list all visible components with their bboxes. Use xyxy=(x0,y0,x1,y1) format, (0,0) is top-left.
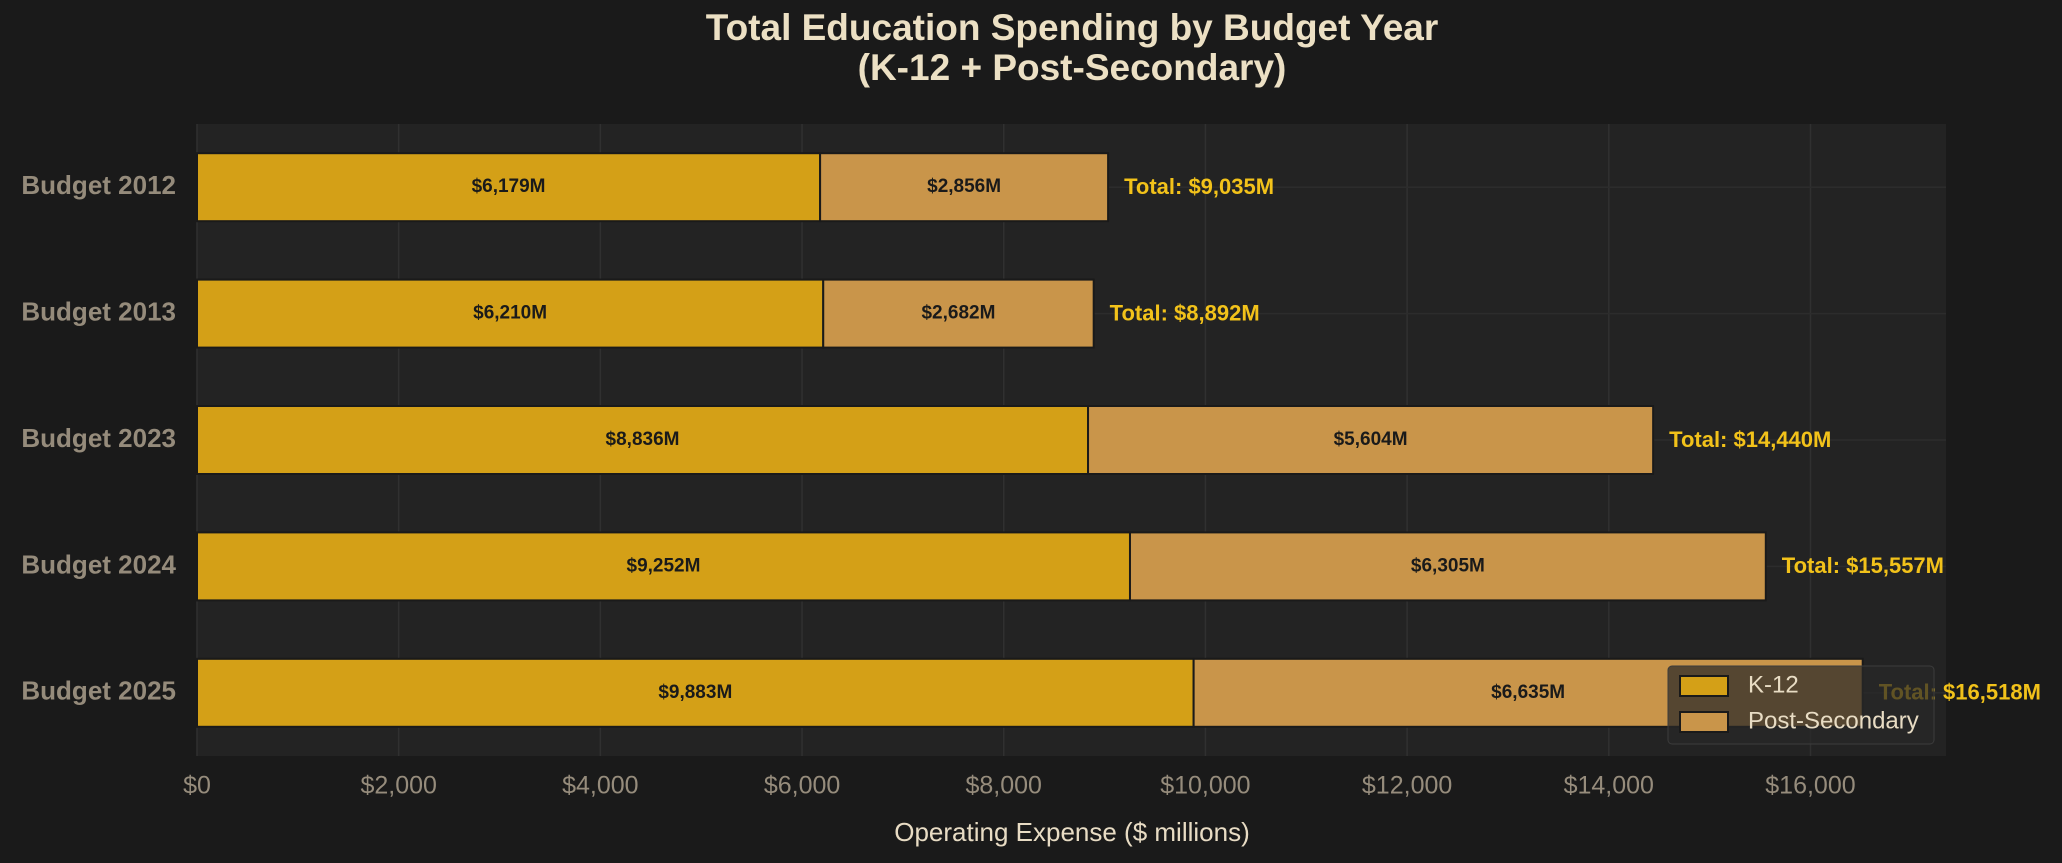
bar-segment xyxy=(1128,531,1767,602)
value-label: $6,635M xyxy=(1491,682,1565,703)
legend-label: Post-Secondary xyxy=(1748,707,1919,734)
y-tick-label: Budget 2024 xyxy=(21,549,176,579)
bar-segment xyxy=(1087,405,1655,475)
bar-segment xyxy=(196,278,825,349)
chart-title: Total Education Spending by Budget Year xyxy=(706,7,1439,48)
value-label: $6,210M xyxy=(473,303,547,324)
value-label: $6,305M xyxy=(1411,555,1485,576)
bar-segment xyxy=(196,531,1131,602)
x-tick-label: $0 xyxy=(183,772,211,800)
total-label: Total: $14,440M xyxy=(1669,427,1831,452)
total-label: Total: $9,035M xyxy=(1124,174,1274,199)
value-label: $9,252M xyxy=(627,555,701,576)
x-tick-label: $8,000 xyxy=(965,772,1041,800)
x-tick-label: $10,000 xyxy=(1160,772,1250,800)
x-tick-label: $6,000 xyxy=(764,772,840,800)
legend: K-12 Post-Secondary xyxy=(1667,665,1935,745)
value-label: $8,836M xyxy=(606,429,680,450)
x-axis-label: Operating Expense ($ millions) xyxy=(894,817,1250,847)
y-tick-label: Budget 2012 xyxy=(21,170,176,200)
x-tick-label: $16,000 xyxy=(1765,772,1855,800)
bar-segment xyxy=(196,152,822,223)
y-tick-label: Budget 2013 xyxy=(21,296,176,326)
bar-segment xyxy=(819,152,1110,223)
x-tick-label: $12,000 xyxy=(1362,772,1452,800)
value-label: $9,883M xyxy=(658,682,732,703)
x-tick-label: $2,000 xyxy=(360,772,436,800)
x-tick-label: $14,000 xyxy=(1564,772,1654,800)
total-label: Total: $8,892M xyxy=(1110,300,1260,325)
y-tick-label: Budget 2023 xyxy=(21,423,176,453)
value-label: $6,179M xyxy=(472,176,546,197)
chart-title: (K-12 + Post-Secondary) xyxy=(858,47,1287,88)
value-label: $2,682M xyxy=(921,303,995,324)
legend-label: K-12 xyxy=(1748,671,1799,698)
bar-segment xyxy=(822,278,1095,349)
total-label: Total: $15,557M xyxy=(1782,553,1944,578)
value-label: $5,604M xyxy=(1334,429,1408,450)
bar-segment xyxy=(196,657,1195,728)
value-label: $2,856M xyxy=(927,176,1001,197)
y-tick-label: Budget 2025 xyxy=(21,676,176,706)
legend-swatch xyxy=(1679,675,1729,697)
legend-box xyxy=(1667,665,1935,745)
legend-swatch xyxy=(1679,711,1729,733)
x-tick-label: $4,000 xyxy=(562,772,638,800)
